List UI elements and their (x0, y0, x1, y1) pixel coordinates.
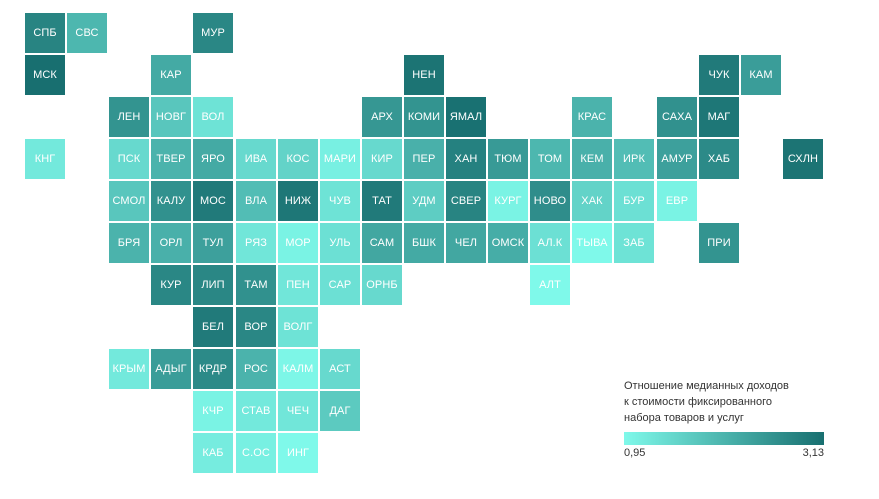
region-tile: МАГ (699, 97, 739, 137)
region-tile: АЛ.К (530, 223, 570, 263)
region-tile: СМОЛ (109, 181, 149, 221)
region-tile: БРЯ (109, 223, 149, 263)
region-tile: АРХ (362, 97, 402, 137)
region-tile: ИРК (614, 139, 654, 179)
region-tile: МСК (25, 55, 65, 95)
region-tile: ПСК (109, 139, 149, 179)
region-tile: ТАМ (236, 265, 276, 305)
region-tile: БУР (614, 181, 654, 221)
region-tile: ЛЕН (109, 97, 149, 137)
region-tile: АЛТ (530, 265, 570, 305)
region-tile: БЕЛ (193, 307, 233, 347)
region-tile: НОВГ (151, 97, 191, 137)
region-tile: ЛИП (193, 265, 233, 305)
region-tile: ТАТ (362, 181, 402, 221)
region-tile: ЯРО (193, 139, 233, 179)
region-tile: КОМИ (404, 97, 444, 137)
region-tile: КАБ (193, 433, 233, 473)
legend-gradient-bar (624, 432, 824, 445)
region-tile: ЕВР (657, 181, 697, 221)
legend-title: Отношение медианных доходов к стоимости … (624, 378, 824, 426)
legend-title-line: Отношение медианных доходов (624, 378, 824, 394)
region-tile: КАМ (741, 55, 781, 95)
region-tile: ВОЛ (193, 97, 233, 137)
region-tile: КРДР (193, 349, 233, 389)
region-tile: ТВЕР (151, 139, 191, 179)
region-tile: КАР (151, 55, 191, 95)
region-tile: СХЛН (783, 139, 823, 179)
region-tile: СТАВ (236, 391, 276, 431)
region-tile: НЕН (404, 55, 444, 95)
legend-max-label: 3,13 (803, 447, 824, 459)
region-tile: САР (320, 265, 360, 305)
region-tile: КОС (278, 139, 318, 179)
region-tile: КЧР (193, 391, 233, 431)
region-tile: ТОМ (530, 139, 570, 179)
region-tile: ОРЛ (151, 223, 191, 263)
region-tile: ПРИ (699, 223, 739, 263)
region-tile: ИВА (236, 139, 276, 179)
region-tile: ХАН (446, 139, 486, 179)
region-tile: ЧЕЧ (278, 391, 318, 431)
region-tile: КРАС (572, 97, 612, 137)
legend-ticks: 0,95 3,13 (624, 447, 824, 459)
region-tile: ЧЕЛ (446, 223, 486, 263)
region-tile: КНГ (25, 139, 65, 179)
region-tile: ТЫВА (572, 223, 612, 263)
region-tile: ХАБ (699, 139, 739, 179)
region-tile: КАЛУ (151, 181, 191, 221)
region-tile: ЗАБ (614, 223, 654, 263)
region-tile: АСТ (320, 349, 360, 389)
region-tile: КУР (151, 265, 191, 305)
region-tile: ОМСК (488, 223, 528, 263)
region-tile: УЛЬ (320, 223, 360, 263)
region-tile: ЯМАЛ (446, 97, 486, 137)
region-tile: БШК (404, 223, 444, 263)
region-tile: НИЖ (278, 181, 318, 221)
region-tile: КЕМ (572, 139, 612, 179)
region-tile: АМУР (657, 139, 697, 179)
region-tile: НОВО (530, 181, 570, 221)
region-tile: ВОЛГ (278, 307, 318, 347)
region-tile: СВЕР (446, 181, 486, 221)
region-tile: СПБ (25, 13, 65, 53)
region-tile: КУРГ (488, 181, 528, 221)
region-tile: ТЮМ (488, 139, 528, 179)
region-tile: ПЕН (278, 265, 318, 305)
region-tile: УДМ (404, 181, 444, 221)
region-tile: РЯЗ (236, 223, 276, 263)
legend-title-line: набора товаров и услуг (624, 410, 824, 426)
region-tile: ПЕР (404, 139, 444, 179)
color-legend: Отношение медианных доходов к стоимости … (624, 378, 824, 459)
region-tile: МОР (278, 223, 318, 263)
legend-min-label: 0,95 (624, 447, 645, 459)
region-tile: КИР (362, 139, 402, 179)
region-tile: МУР (193, 13, 233, 53)
region-tile: КРЫМ (109, 349, 149, 389)
region-tile: ЧУК (699, 55, 739, 95)
region-tile: ХАК (572, 181, 612, 221)
region-tile: КАЛМ (278, 349, 318, 389)
region-tile: ВОР (236, 307, 276, 347)
region-tile: РОС (236, 349, 276, 389)
region-tile: САМ (362, 223, 402, 263)
region-tile: ДАГ (320, 391, 360, 431)
region-tile: АДЫГ (151, 349, 191, 389)
region-tile: САХА (657, 97, 697, 137)
region-tile: ИНГ (278, 433, 318, 473)
region-tile: ТУЛ (193, 223, 233, 263)
region-tile: МОС (193, 181, 233, 221)
region-tile: МАРИ (320, 139, 360, 179)
region-tile: СВС (67, 13, 107, 53)
legend-title-line: к стоимости фиксированного (624, 394, 824, 410)
region-tile: С.ОС (236, 433, 276, 473)
region-tile: ВЛА (236, 181, 276, 221)
region-tile: ОРНБ (362, 265, 402, 305)
region-tile: ЧУВ (320, 181, 360, 221)
